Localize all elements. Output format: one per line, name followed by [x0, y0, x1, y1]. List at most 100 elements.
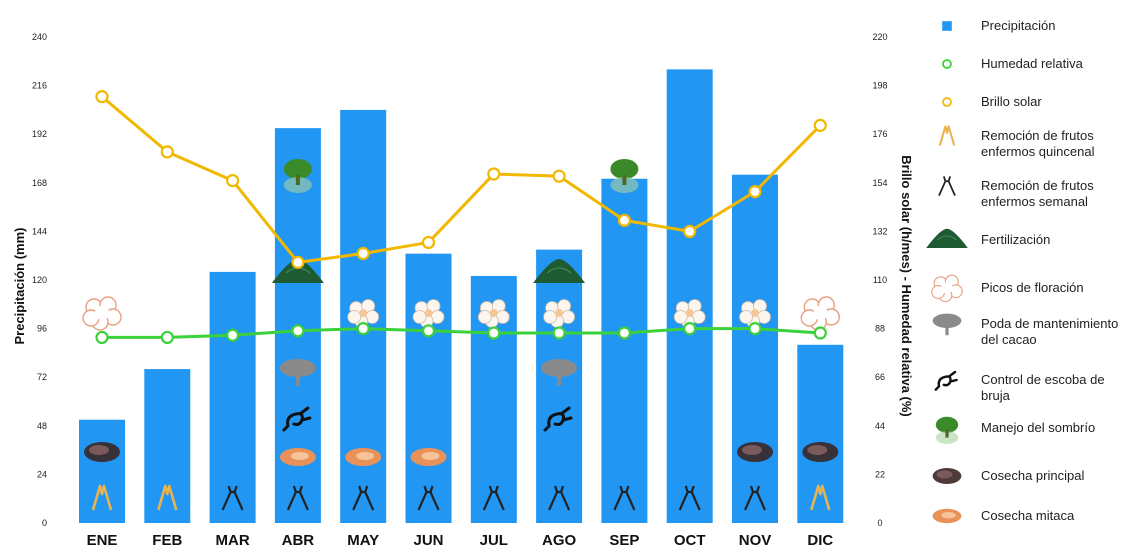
y-left-tick-label: 144	[32, 226, 47, 236]
legend-item: Poda de mantenimiento del cacao	[925, 310, 1135, 350]
legend-item: Humedad relativa	[925, 50, 1135, 90]
category-label: SEP	[609, 532, 639, 549]
category-label: MAR	[216, 532, 250, 549]
line-point	[813, 326, 827, 340]
fertilizer-pile-icon	[926, 228, 968, 248]
flower-outline-icon	[800, 296, 840, 331]
tree-grey-icon	[279, 359, 316, 386]
line-point	[421, 324, 436, 338]
legend-label: Poda de mantenimiento del cacao	[981, 316, 1119, 347]
flower-icon	[477, 299, 510, 328]
legend-item: Picos de floración	[925, 274, 1135, 314]
legend-label: Manejo del sombrío	[981, 420, 1096, 435]
line-point	[226, 173, 240, 188]
category-label: ENE	[87, 532, 118, 549]
tree-grey-icon	[932, 313, 962, 336]
pruner-icon	[482, 485, 505, 511]
line-point	[95, 90, 109, 104]
y-left-tick-label: 72	[37, 372, 47, 382]
legend-label: Precipitación	[981, 18, 1056, 33]
series-lines	[95, 90, 827, 345]
activity-icons	[82, 159, 840, 511]
flower-outline-icon	[931, 274, 963, 303]
legend-label: Brillo solar	[981, 94, 1042, 109]
line-point	[291, 324, 305, 338]
y-right-tick-label: 220	[872, 32, 887, 42]
pruner-icon	[743, 485, 767, 511]
pruner-open-icon	[91, 484, 113, 511]
y-right-tick-label: 198	[872, 81, 887, 91]
pruner-icon	[286, 485, 309, 511]
category-label: MAY	[347, 532, 379, 549]
line-point	[226, 328, 240, 342]
legend-label: Cosecha principal	[981, 468, 1085, 483]
witch-broom-icon	[282, 406, 312, 432]
line-point	[291, 255, 305, 269]
pruner-icon	[613, 485, 636, 511]
line-point	[421, 235, 436, 250]
category-label: AGO	[542, 532, 577, 549]
precipitation-bars	[79, 69, 844, 524]
legend-item: Fertilización	[925, 226, 1135, 266]
legend-label: Remoción de frutos enfermos quincenal	[981, 128, 1095, 159]
pruner-icon	[548, 485, 571, 511]
tree-green-icon	[283, 159, 312, 193]
y-left-tick-label: 96	[37, 324, 47, 334]
line-point	[160, 145, 174, 159]
pruner-icon	[352, 485, 375, 511]
line-point	[487, 167, 501, 181]
category-labels: ENE FEB MAR ABR MAY JUN JUL AGO SEP OCT NOV DIC	[87, 532, 834, 549]
harvest-dark-icon	[737, 442, 773, 462]
bar-dic	[797, 344, 844, 523]
flower-icon	[347, 299, 380, 328]
legend-item: Cosecha principal	[925, 462, 1135, 502]
y-left-tick-label: 120	[32, 275, 47, 285]
line-point	[813, 118, 827, 132]
line-point	[748, 322, 762, 336]
bar-oct	[666, 69, 713, 524]
y-right-tick-label: 0	[877, 518, 882, 528]
legend-label: Fertilización	[981, 232, 1051, 247]
flower-outline-icon	[82, 296, 122, 331]
pruner-open-icon	[938, 125, 956, 146]
y-axis-left-title: Precipitación (mm)	[12, 227, 27, 344]
bar-feb	[144, 369, 191, 523]
y-left-tick-label: 216	[32, 81, 47, 91]
legend-label: Humedad relativa	[981, 56, 1083, 71]
legend-item: Precipitación	[925, 12, 1135, 52]
pruner-icon	[678, 485, 701, 511]
y-right-tick-label: 88	[875, 324, 885, 334]
y-right-tick-label: 110	[873, 275, 887, 285]
y-left-tick-label: 240	[32, 32, 47, 42]
bar-ago	[536, 249, 583, 523]
line-point	[160, 330, 174, 345]
line-point	[683, 322, 697, 336]
y-right-tick-label: 176	[872, 129, 887, 139]
witch-broom-icon	[934, 370, 958, 391]
y-right-tick-label: 22	[875, 469, 885, 479]
y-right-tick-label: 44	[875, 421, 885, 431]
left-axis-ticks: 0 24 48 72 96 120 144 168 192 216 240	[32, 32, 47, 528]
line-point	[552, 169, 566, 183]
right-axis-ticks: 0 22 44 66 88 110 132 154 176 198 220	[872, 32, 887, 528]
legend-label: Picos de floración	[981, 280, 1084, 295]
witch-broom-icon	[543, 406, 573, 432]
line-point	[617, 213, 632, 227]
category-label: FEB	[152, 532, 182, 549]
legend-item: Brillo solar	[925, 88, 1135, 128]
pruner-open-icon	[810, 484, 831, 511]
line-point	[487, 326, 501, 340]
legend-item: Remoción de frutos enfermos semanal	[925, 172, 1135, 212]
pruner-icon	[417, 485, 440, 511]
flower-icon	[673, 299, 706, 328]
legend-label: Control de escoba de bruja	[981, 372, 1105, 403]
green-circle-icon	[942, 59, 952, 69]
flower-icon	[543, 299, 575, 328]
fertilizer-pile-icon	[533, 259, 586, 283]
line-brillo-solar	[101, 95, 822, 264]
line-point	[748, 185, 762, 199]
line-point	[356, 322, 370, 336]
legend-item: Manejo del sombrío	[925, 414, 1135, 454]
legend-item: Control de escoba de bruja	[925, 366, 1135, 406]
